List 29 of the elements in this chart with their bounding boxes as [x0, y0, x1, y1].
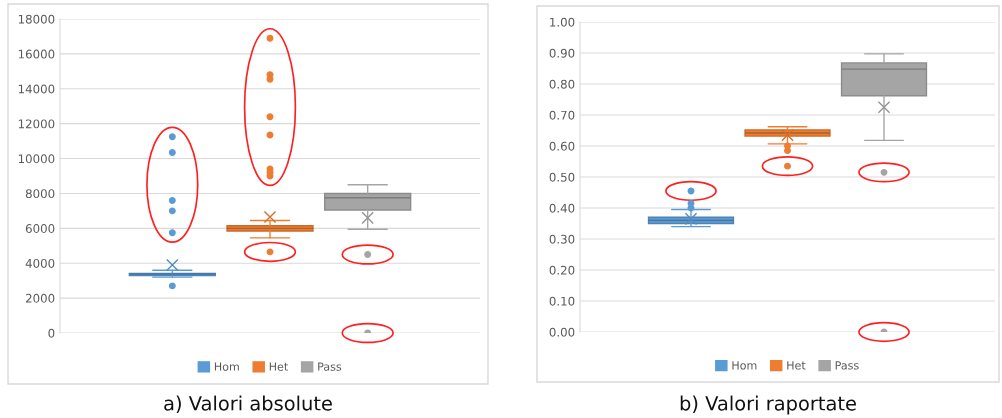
- y-tick-label: 1.00: [550, 17, 575, 27]
- y-tick-label: 0.70: [549, 110, 575, 120]
- y-tick-label: 0.40: [549, 203, 575, 213]
- y-tick-label: 12000: [18, 119, 55, 129]
- y-tick-label: 18000: [18, 14, 55, 24]
- legend-label: Het: [787, 361, 806, 370]
- legend-label: Hom: [732, 361, 757, 370]
- y-tick-label: 0.00: [549, 327, 575, 337]
- legend-label: Het: [269, 362, 288, 371]
- y-tick-label: 6000: [25, 224, 55, 233]
- y-tick-label: 14000: [18, 84, 55, 94]
- legend-label: Pass: [318, 362, 342, 371]
- y-tick-label: 0.30: [549, 234, 575, 244]
- legend-label: Hom: [214, 362, 239, 371]
- y-tick-label: 16000: [18, 49, 55, 59]
- y-tick-label: 0.90: [549, 48, 575, 58]
- y-tick-label: 0.60: [549, 141, 575, 151]
- y-tick-label: 0.80: [549, 79, 575, 89]
- y-tick-label: 2000: [25, 293, 55, 303]
- y-tick-label: 4000: [25, 258, 55, 268]
- text: a) Valori absolute: [164, 395, 332, 413]
- y-tick-label: 0: [48, 328, 55, 338]
- y-tick-label: 10000: [18, 154, 55, 164]
- y-tick-label: 0.50: [549, 172, 575, 182]
- y-tick-label: 0.20: [549, 265, 575, 275]
- y-tick-label: 8000: [25, 189, 55, 199]
- legend-label: Pass: [835, 361, 859, 370]
- y-tick-label: 0.10: [549, 296, 575, 306]
- text: b) Valori raportate: [680, 395, 856, 415]
